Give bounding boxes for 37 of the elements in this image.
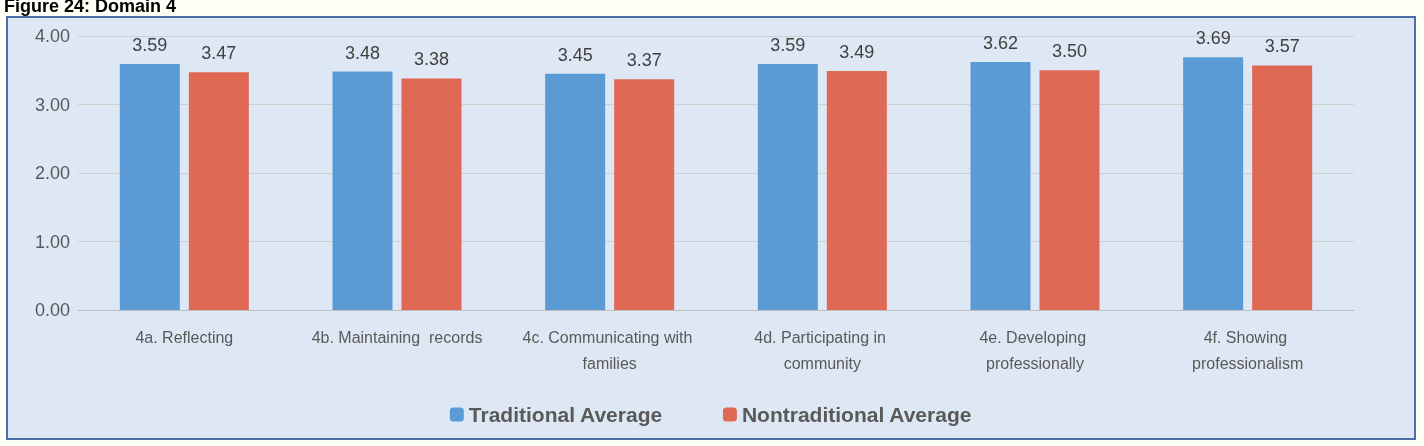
data-label: 3.45	[557, 44, 593, 65]
y-tick-label: 0.00	[34, 300, 70, 320]
data-label: 3.38	[413, 49, 450, 70]
legend-label: Traditional Average	[468, 403, 663, 426]
x-tick-label: 4f. Showing professionalism	[1192, 328, 1304, 372]
bar	[1183, 57, 1244, 310]
bar	[970, 62, 1031, 310]
data-label: 3.59	[132, 35, 168, 56]
bar	[1252, 65, 1313, 310]
y-tick-label: 3.00	[34, 94, 70, 115]
data-label: 3.69	[1195, 28, 1231, 49]
x-tick-label: 4e. Developing professionally	[979, 328, 1091, 372]
bar	[401, 78, 462, 310]
data-label: 3.59	[770, 35, 806, 56]
data-label: 3.57	[1264, 36, 1300, 57]
x-tick-label: 4a. Reflecting	[135, 328, 234, 346]
data-label: 3.47	[201, 43, 237, 64]
bar	[1039, 70, 1100, 310]
y-tick-label: 1.00	[34, 231, 70, 252]
x-tick-label: 4c. Communicating with families	[522, 328, 697, 372]
data-label: 3.50	[1051, 41, 1088, 62]
x-tick-label: 4b. Maintaining records	[311, 328, 483, 346]
data-label: 3.37	[626, 50, 662, 71]
bar	[614, 79, 675, 310]
data-label: 3.48	[344, 42, 381, 63]
bar	[826, 70, 887, 310]
bar	[119, 64, 180, 310]
bar	[545, 73, 606, 310]
bar	[332, 71, 393, 310]
y-tick-label: 4.00	[34, 26, 70, 46]
x-tick-label: 4d. Participating in community	[754, 328, 891, 372]
bar	[188, 72, 249, 310]
data-label: 3.62	[982, 33, 1019, 54]
y-tick-label: 2.00	[34, 163, 70, 183]
bar	[757, 64, 818, 310]
data-label: 3.49	[839, 41, 875, 62]
legend-label: Nontraditional Average	[741, 403, 972, 426]
